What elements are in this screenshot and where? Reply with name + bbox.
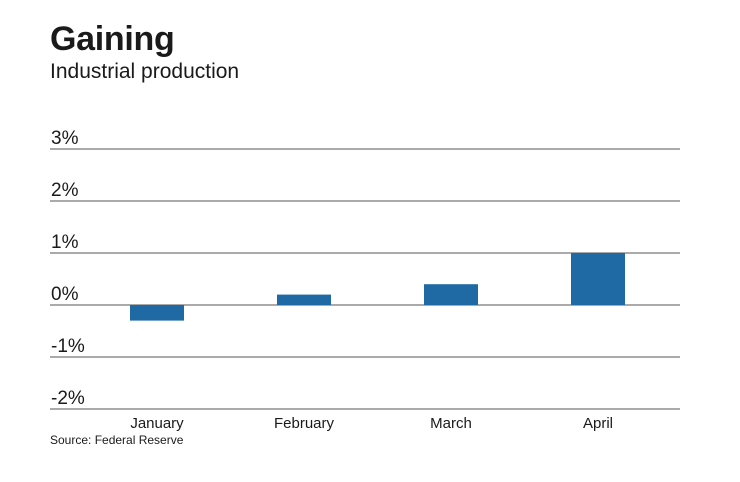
x-tick-labels: January February March April xyxy=(130,415,613,432)
y-tick-label: 1% xyxy=(51,232,79,253)
source-note: Source: Federal Reserve xyxy=(50,433,184,447)
chart-title: Gaining xyxy=(50,20,175,58)
bars xyxy=(130,253,625,321)
y-tick-label: -1% xyxy=(51,336,85,357)
y-tick-label: 0% xyxy=(51,284,79,305)
x-tick-label: April xyxy=(583,415,613,432)
bar-march xyxy=(424,284,478,305)
bar-february xyxy=(277,294,331,305)
bar-january xyxy=(130,305,184,321)
x-tick-label: February xyxy=(274,415,335,432)
bar-april xyxy=(571,253,625,305)
y-tick-labels: 3% 2% 1% 0% -1% -2% xyxy=(51,128,85,409)
y-tick-label: -2% xyxy=(51,388,85,409)
y-tick-label: 3% xyxy=(51,128,79,149)
x-tick-label: January xyxy=(130,415,184,432)
chart-subtitle: Industrial production xyxy=(50,60,240,83)
x-tick-label: March xyxy=(430,415,472,432)
y-tick-label: 2% xyxy=(51,180,79,201)
